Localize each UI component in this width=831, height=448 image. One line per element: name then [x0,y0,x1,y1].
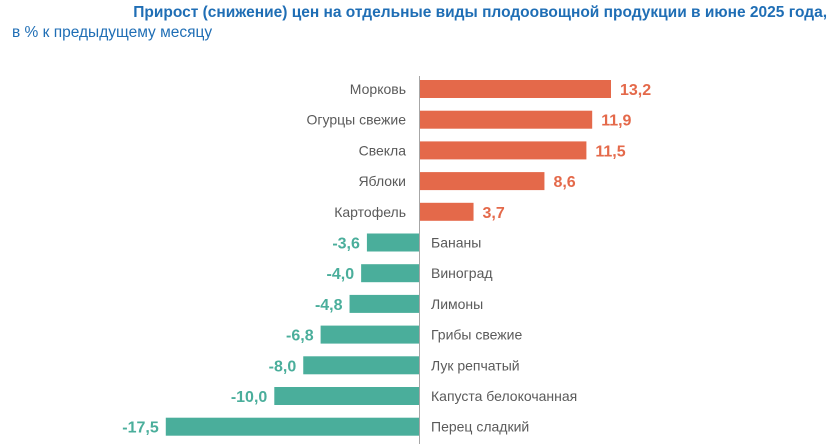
value-label: 11,9 [601,113,631,130]
bar [303,356,419,375]
category-label: Бананы [431,235,481,251]
chart-title: Прирост (снижение) цен на отдельные виды… [133,4,827,21]
value-label: 13,2 [620,82,651,99]
category-label: Морковь [350,81,406,97]
value-label: -6,8 [286,328,314,345]
category-label: Виноград [431,265,493,281]
bar [420,110,593,129]
category-label: Свекла [359,142,407,158]
value-label: -4,8 [315,297,343,314]
value-label: 3,7 [483,205,505,222]
value-label: -3,6 [332,236,360,253]
value-label: 11,5 [595,143,625,160]
category-label: Капуста белокочанная [431,388,577,404]
category-label: Грибы свежие [431,327,522,343]
value-label: 8,6 [553,174,575,191]
bar [361,264,419,283]
bar [320,325,419,344]
value-label: -4,0 [327,266,355,283]
value-label: -8,0 [269,358,297,375]
bar [165,417,419,436]
category-label: Огурцы свежие [307,112,407,128]
category-label: Яблоки [358,173,406,189]
bar [420,202,474,221]
value-label: -10,0 [231,389,268,406]
value-label: -17,5 [122,420,159,437]
bar [274,387,419,405]
category-label: Лимоны [431,296,483,312]
category-label: Лук репчатый [431,357,520,373]
bar [420,141,587,160]
chart-subtitle: в % к предыдущему месяцу [12,24,213,41]
bar [420,172,545,191]
category-label: Картофель [334,204,406,220]
bar [420,80,611,98]
bar [349,294,419,313]
bar [366,233,419,252]
category-label: Перец сладкий [431,419,529,435]
